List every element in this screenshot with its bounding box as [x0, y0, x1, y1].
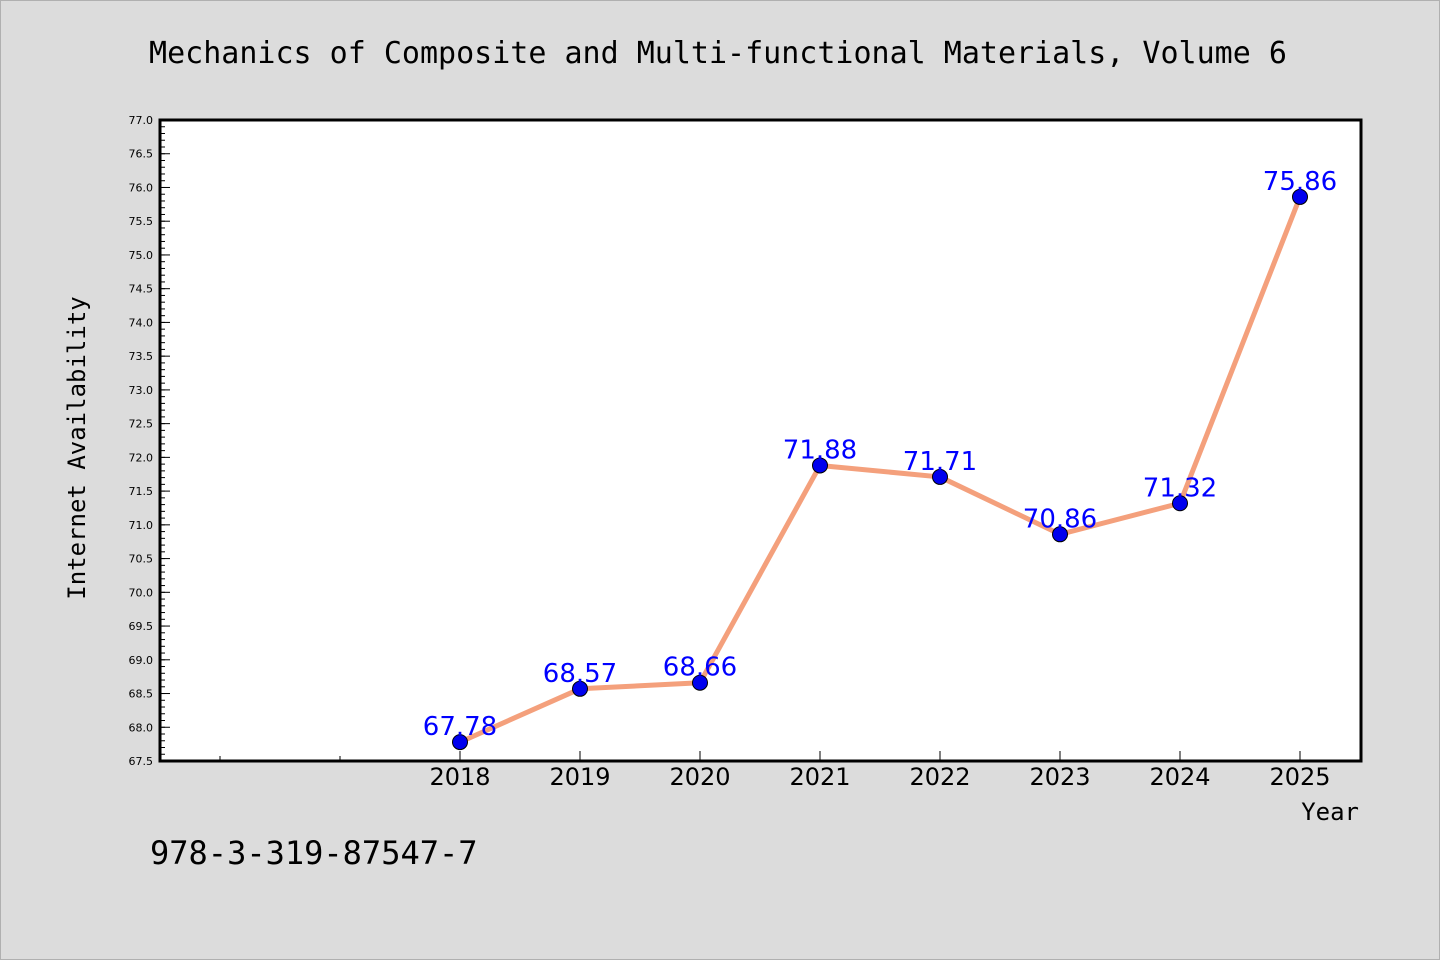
x-axis-ticks: 2018 2019 2020 2021 2022 2023 2024 2025 [219, 751, 1331, 791]
data-point [812, 457, 828, 474]
data-point [932, 468, 948, 485]
y-tick-label: 71.0 [129, 519, 154, 532]
x-tick-label: 2018 [429, 763, 490, 791]
y-tick-label: 73.0 [129, 384, 154, 397]
chart-title: Mechanics of Composite and Multi-functio… [149, 36, 1287, 71]
x-tick-label: 2023 [1029, 763, 1090, 791]
y-tick-label: 68.5 [129, 688, 154, 701]
x-tick-label: 2025 [1269, 763, 1330, 791]
series-line [458, 196, 1303, 745]
data-label: 71.71 [903, 447, 977, 477]
data-label: 70.86 [1023, 504, 1097, 534]
data-label: 75.86 [1263, 167, 1337, 197]
data-point [692, 674, 708, 691]
data-point [1172, 495, 1188, 512]
y-tick-label: 72.0 [129, 451, 154, 464]
y-tick-label: 75.5 [129, 215, 154, 228]
y-tick-label: 74.0 [129, 316, 154, 329]
x-tick-label: 2020 [669, 763, 730, 791]
x-tick-label: 2019 [549, 763, 610, 791]
x-tick-label: 2021 [789, 763, 850, 791]
plot-area [158, 118, 1363, 763]
data-point [1292, 188, 1308, 205]
data-point [1052, 526, 1068, 543]
data-point [452, 734, 468, 751]
y-tick-label: 77.0 [129, 114, 154, 127]
data-label: 71.88 [783, 435, 857, 465]
data-labels: 67.78 68.57 68.66 71.88 71.71 70.86 71.32 75.86 [423, 167, 1337, 742]
y-tick-label: 73.5 [129, 350, 154, 363]
y-tick-label: 68.0 [129, 721, 154, 734]
data-label: 67.78 [423, 712, 497, 742]
data-label: 68.57 [543, 659, 617, 689]
y-tick-label: 70.0 [129, 586, 154, 599]
y-tick-label: 74.5 [129, 283, 154, 296]
y-tick-label: 76.5 [129, 148, 154, 161]
y-axis-label: Internet Availability [63, 296, 91, 599]
data-label: 68.66 [663, 653, 737, 683]
series-markers [452, 188, 1308, 751]
y-tick-label: 69.5 [129, 620, 154, 633]
y-tick-label: 67.5 [129, 755, 154, 768]
y-tick-label: 70.5 [129, 553, 154, 566]
data-point [572, 680, 588, 697]
y-tick-label: 75.0 [129, 249, 154, 262]
footnote-isbn: 978-3-319-87547-7 [150, 834, 478, 872]
y-tick-label: 72.5 [129, 418, 154, 431]
data-label: 71.32 [1143, 473, 1217, 503]
y-tick-label: 76.0 [129, 181, 154, 194]
x-axis-label: Year [1301, 798, 1359, 826]
y-axis-ticks: 67.5 68.0 68.5 69.0 69.5 70.0 70.5 71.0 71.5 72.0… [129, 114, 170, 768]
y-tick-label: 71.5 [129, 485, 154, 498]
y-tick-label: 69.0 [129, 654, 154, 667]
x-tick-label: 2024 [1149, 763, 1210, 791]
x-tick-label: 2022 [909, 763, 970, 791]
